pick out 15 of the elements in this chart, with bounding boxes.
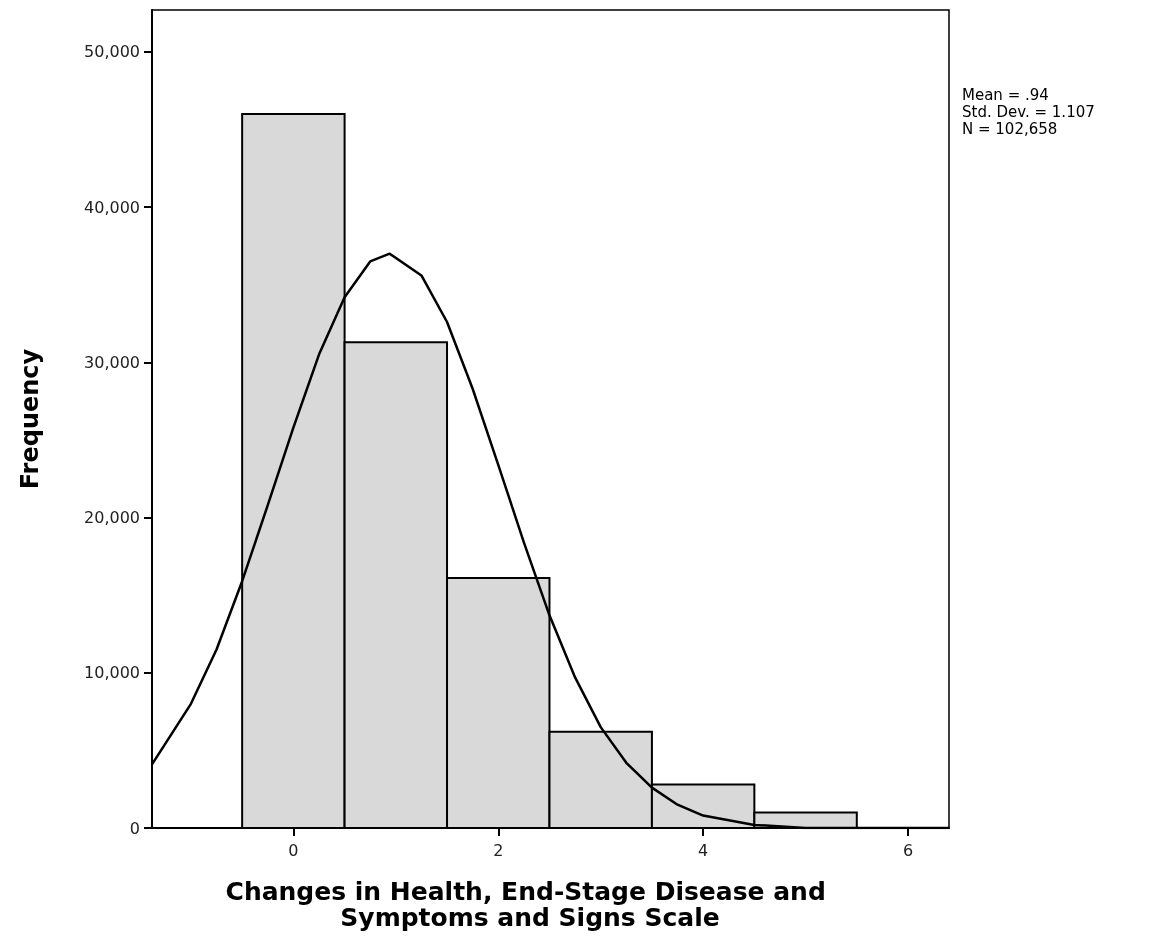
- y-tick-label: 50,000: [84, 42, 140, 62]
- y-axis-title: Frequency: [16, 348, 44, 490]
- y-tick-label: 20,000: [84, 508, 140, 528]
- text: Mean = .94: [962, 85, 1049, 104]
- x-tick-label: 6: [902, 840, 914, 860]
- y-tick-label: 0: [129, 818, 140, 838]
- y-tick-label: 40,000: [84, 197, 140, 217]
- text: N = 102,658: [962, 119, 1058, 138]
- x-tick-label: 4: [698, 840, 709, 860]
- x-tick-label: 2: [493, 840, 504, 860]
- text: Std. Dev. = 1.107: [962, 102, 1095, 121]
- y-tick-label: 30,000: [84, 352, 140, 372]
- x-tick-label: 0: [288, 840, 299, 860]
- y-tick-label: 10,000: [84, 663, 140, 683]
- x-axis-title: Changes in Health, End-Stage Disease and Symptoms and Signs Scale: [225, 876, 835, 932]
